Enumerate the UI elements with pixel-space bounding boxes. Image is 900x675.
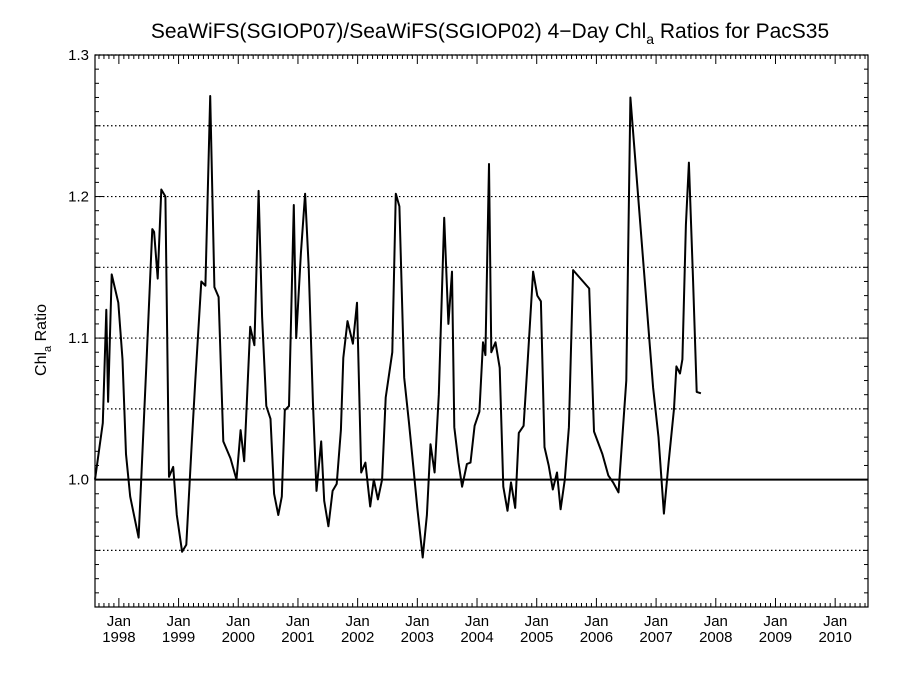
x-tick-label-month: Jan bbox=[346, 613, 370, 630]
x-tick-label-year: 2008 bbox=[699, 629, 732, 646]
x-tick-label-year: 2002 bbox=[341, 629, 374, 646]
x-tick-label-month: Jan bbox=[226, 613, 250, 630]
x-tick-label-month: Jan bbox=[704, 613, 728, 630]
chart-title-main: SeaWiFS(SGIOP07)/SeaWiFS(SGIOP02) 4−Day … bbox=[151, 20, 646, 43]
x-tick-label-month: Jan bbox=[286, 613, 310, 630]
x-tick-label-month: Jan bbox=[107, 613, 131, 630]
x-tick-label-month: Jan bbox=[525, 613, 549, 630]
y-axis-ticks: 1.0 1.1 1.2 1.3 bbox=[68, 47, 868, 608]
x-tick-label-month: Jan bbox=[465, 613, 489, 630]
y-tick-label: 1.2 bbox=[68, 189, 89, 206]
x-tick-label-year: 2009 bbox=[759, 629, 792, 646]
chart-title: SeaWiFS(SGIOP07)/SeaWiFS(SGIOP02) 4−Day … bbox=[151, 20, 829, 47]
x-tick-label-month: Jan bbox=[763, 613, 787, 630]
x-tick-label-year: 2000 bbox=[222, 629, 255, 646]
series-line bbox=[94, 95, 702, 559]
x-axis-ticks: Jan1998Jan1999Jan2000Jan2001Jan2002Jan20… bbox=[98, 55, 866, 646]
x-tick-label-year: 2001 bbox=[281, 629, 314, 646]
x-tick-label-year: 2003 bbox=[401, 629, 434, 646]
y-axis-label-suffix: Ratio bbox=[33, 304, 50, 346]
series-group bbox=[94, 95, 702, 559]
chart-title-suffix: Ratios for PacS35 bbox=[654, 20, 829, 43]
x-tick-label-month: Jan bbox=[823, 613, 847, 630]
x-tick-label-month: Jan bbox=[405, 613, 429, 630]
y-axis-label-subscript: a bbox=[42, 345, 54, 352]
x-tick-label-year: 2005 bbox=[520, 629, 553, 646]
y-tick-label: 1.1 bbox=[68, 330, 89, 347]
chart-title-subscript: a bbox=[646, 31, 654, 47]
x-tick-label-year: 1998 bbox=[102, 629, 135, 646]
y-axis-label: Chla Ratio bbox=[33, 304, 54, 376]
x-tick-label-month: Jan bbox=[584, 613, 608, 630]
y-axis-label-main: Chl bbox=[33, 352, 50, 376]
x-tick-label-year: 2010 bbox=[818, 629, 851, 646]
x-tick-label-year: 1999 bbox=[162, 629, 195, 646]
x-tick-label-year: 2004 bbox=[460, 629, 493, 646]
y-tick-label: 1.0 bbox=[68, 472, 89, 489]
x-tick-label-year: 2006 bbox=[580, 629, 613, 646]
x-tick-label-month: Jan bbox=[166, 613, 190, 630]
x-tick-label-year: 2007 bbox=[639, 629, 672, 646]
x-tick-label-month: Jan bbox=[644, 613, 668, 630]
y-tick-label: 1.3 bbox=[68, 47, 89, 64]
